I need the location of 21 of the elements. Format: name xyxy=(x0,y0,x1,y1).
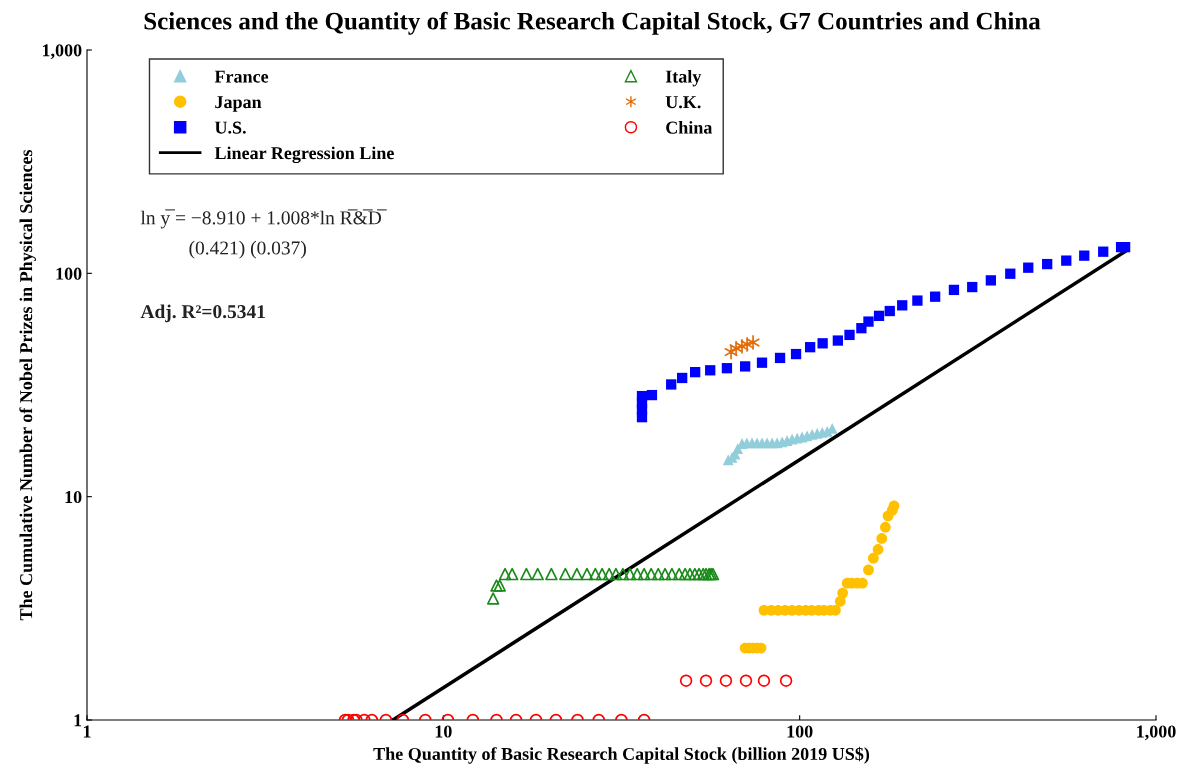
y-tick-label: 100 xyxy=(56,267,82,280)
legend-label: China xyxy=(666,121,713,134)
y-axis-title: The Cumulative Number of Nobel Prizes in Physical Sciences xyxy=(19,149,36,621)
legend-label: U.S. xyxy=(214,121,246,134)
legend-label: Japan xyxy=(215,96,262,112)
legend-label: Linear Regression Line xyxy=(214,146,394,164)
legend-label: Italy xyxy=(665,69,702,87)
x-tick-label: 1,000 xyxy=(1137,725,1176,741)
x-tick-label: 10 xyxy=(435,725,452,738)
y-tick-label: 10 xyxy=(65,490,82,504)
chart-title: Sciences and the Quantity of Basic Research Capital Stock, G7 Countries and China xyxy=(144,11,1041,35)
y-tick-label: 1 xyxy=(74,714,82,727)
annotation: ln y̅ = −8.910 + 1.008*ln R̅&̅D̅ xyxy=(140,209,387,229)
x-tick-label: 1 xyxy=(83,725,91,738)
annotation: Adj. R²=0.5341 xyxy=(140,304,265,323)
legend-label: France xyxy=(214,70,269,83)
annotation: (0.421) (0.037) xyxy=(189,240,306,259)
x-tick-label: 100 xyxy=(787,725,813,738)
y-tick-label: 1,000 xyxy=(42,44,82,60)
x-axis-title: The Quantity of Basic Research Capital Stock (billion 2019 US$) xyxy=(373,746,870,764)
legend-label: U.K. xyxy=(665,96,701,109)
